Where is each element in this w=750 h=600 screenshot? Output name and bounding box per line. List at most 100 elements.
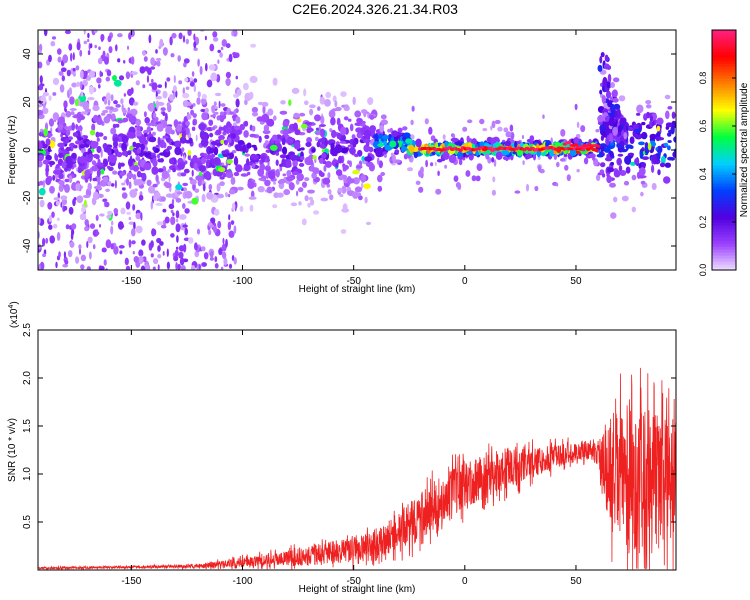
spectrogram-cell [96, 169, 101, 178]
spectrogram-cell [193, 47, 198, 51]
spectrogram-cell [612, 126, 618, 136]
spectrogram-cell [240, 173, 249, 177]
spectrogram-cell [69, 96, 75, 105]
spectrogram-cell [323, 165, 327, 172]
spectrogram-cell [70, 111, 75, 116]
spectrogram-cell [173, 119, 179, 128]
spectrogram-cell [595, 174, 601, 182]
spectrogram-cell [639, 175, 647, 179]
spectrogram-cell [191, 126, 196, 131]
spectrogram-y-ticks: -40 -20 0 20 40 [22, 48, 676, 253]
spectrogram-cell [252, 163, 256, 169]
spectrogram-cell [128, 221, 135, 225]
spectrogram-cell [355, 165, 363, 169]
spectrogram-cell [201, 97, 207, 106]
spectrogram-cell [178, 245, 185, 252]
spectrogram-cell [138, 135, 147, 144]
colorbar-cell [712, 258, 736, 262]
spectrogram-cell [514, 190, 521, 194]
spectrogram-cell [80, 254, 87, 262]
spectrogram-cell [92, 244, 96, 250]
spectrogram-cell [503, 127, 509, 133]
spectrogram-cell [636, 112, 641, 116]
spectrogram-cell [183, 168, 190, 174]
spectrogram-cell [57, 142, 65, 148]
colorbar-cell [712, 135, 736, 139]
spectrogram-cell [237, 140, 245, 145]
spectrogram-cell [640, 133, 645, 138]
spectrogram-cell [52, 92, 57, 96]
spectrogram-cell [60, 195, 68, 201]
spectrogram-cell [62, 263, 69, 268]
spectrogram-cell [127, 88, 133, 97]
colorbar-cell [712, 96, 736, 100]
spectrogram-cell [493, 159, 497, 167]
spectrogram-cell [77, 167, 83, 174]
colorbar-cell [712, 141, 736, 145]
spectrogram-cell [329, 128, 333, 133]
spectrogram-cell [98, 46, 101, 50]
spectrogram-cell [73, 197, 77, 201]
spectrogram-cell [625, 158, 631, 165]
spectrogram-cell [185, 86, 190, 90]
spectrogram-cell [600, 52, 605, 58]
spectrogram-cell [629, 136, 635, 144]
spectrogram-cell [293, 112, 300, 118]
spectrogram-cell [58, 184, 64, 192]
spectrogram-cell [127, 131, 136, 139]
spectrogram-cell [231, 202, 236, 211]
colorbar-frame [711, 29, 737, 271]
spectrogram-cell [64, 260, 69, 265]
spectrogram-cell [334, 100, 338, 108]
spectrogram-cell [185, 121, 191, 126]
spectrogram-cell [112, 137, 119, 143]
y-tick-label: -40 [22, 238, 33, 253]
spectrogram-cell [616, 108, 621, 119]
spectrogram-cell [170, 233, 175, 238]
spectrogram-cell [599, 89, 603, 95]
spectrogram-cell [160, 107, 166, 112]
spectrogram-cell [216, 193, 224, 199]
colorbar-cell [712, 180, 736, 184]
spectrogram-cell [293, 141, 301, 150]
x-tick-label: -50 [346, 276, 361, 287]
spectrogram-cell [195, 134, 198, 142]
spectrogram-cell [218, 100, 221, 109]
spectrogram-cell [211, 164, 216, 169]
spectrogram-cell [458, 148, 463, 152]
spectrogram-cell [490, 125, 493, 131]
spectrogram-cell [307, 189, 315, 194]
spectrogram-cell [60, 67, 67, 72]
spectrogram-cell [314, 114, 321, 122]
spectrogram-cell [222, 173, 227, 178]
spectrogram-cell [611, 89, 618, 98]
spectrogram-cell [212, 37, 219, 42]
spectrogram-cell [58, 71, 64, 76]
spectrogram-cell [525, 183, 530, 192]
spectrogram-cell [232, 30, 238, 37]
spectrogram-cell [204, 35, 207, 41]
spectrogram-cell [192, 155, 198, 163]
spectrogram-cell [139, 66, 146, 74]
spectrogram-cell [174, 140, 182, 149]
colorbar-cell [712, 123, 736, 127]
spectrogram-cell [113, 245, 119, 255]
spectrogram-cell [103, 136, 108, 140]
spectrogram-cell [170, 216, 176, 225]
spectrogram-cell [45, 151, 50, 155]
spectrogram-cell [210, 141, 218, 146]
spectrogram-cell [103, 116, 111, 124]
spectrogram-cell [68, 43, 73, 51]
spectrogram-cell [605, 90, 612, 99]
spectrogram-cell [60, 201, 63, 208]
spectrogram-cell [66, 69, 71, 77]
spectrogram-cell [343, 116, 349, 121]
spectrogram-cell [198, 123, 206, 131]
spectrogram-cell [132, 174, 137, 181]
spectrogram-cell [79, 156, 87, 164]
spectrogram-cell [61, 129, 68, 134]
spectrogram-cell [202, 183, 206, 192]
spectrogram-cell [72, 132, 79, 137]
spectrogram-cell [160, 196, 166, 202]
spectrogram-cell [165, 148, 170, 153]
